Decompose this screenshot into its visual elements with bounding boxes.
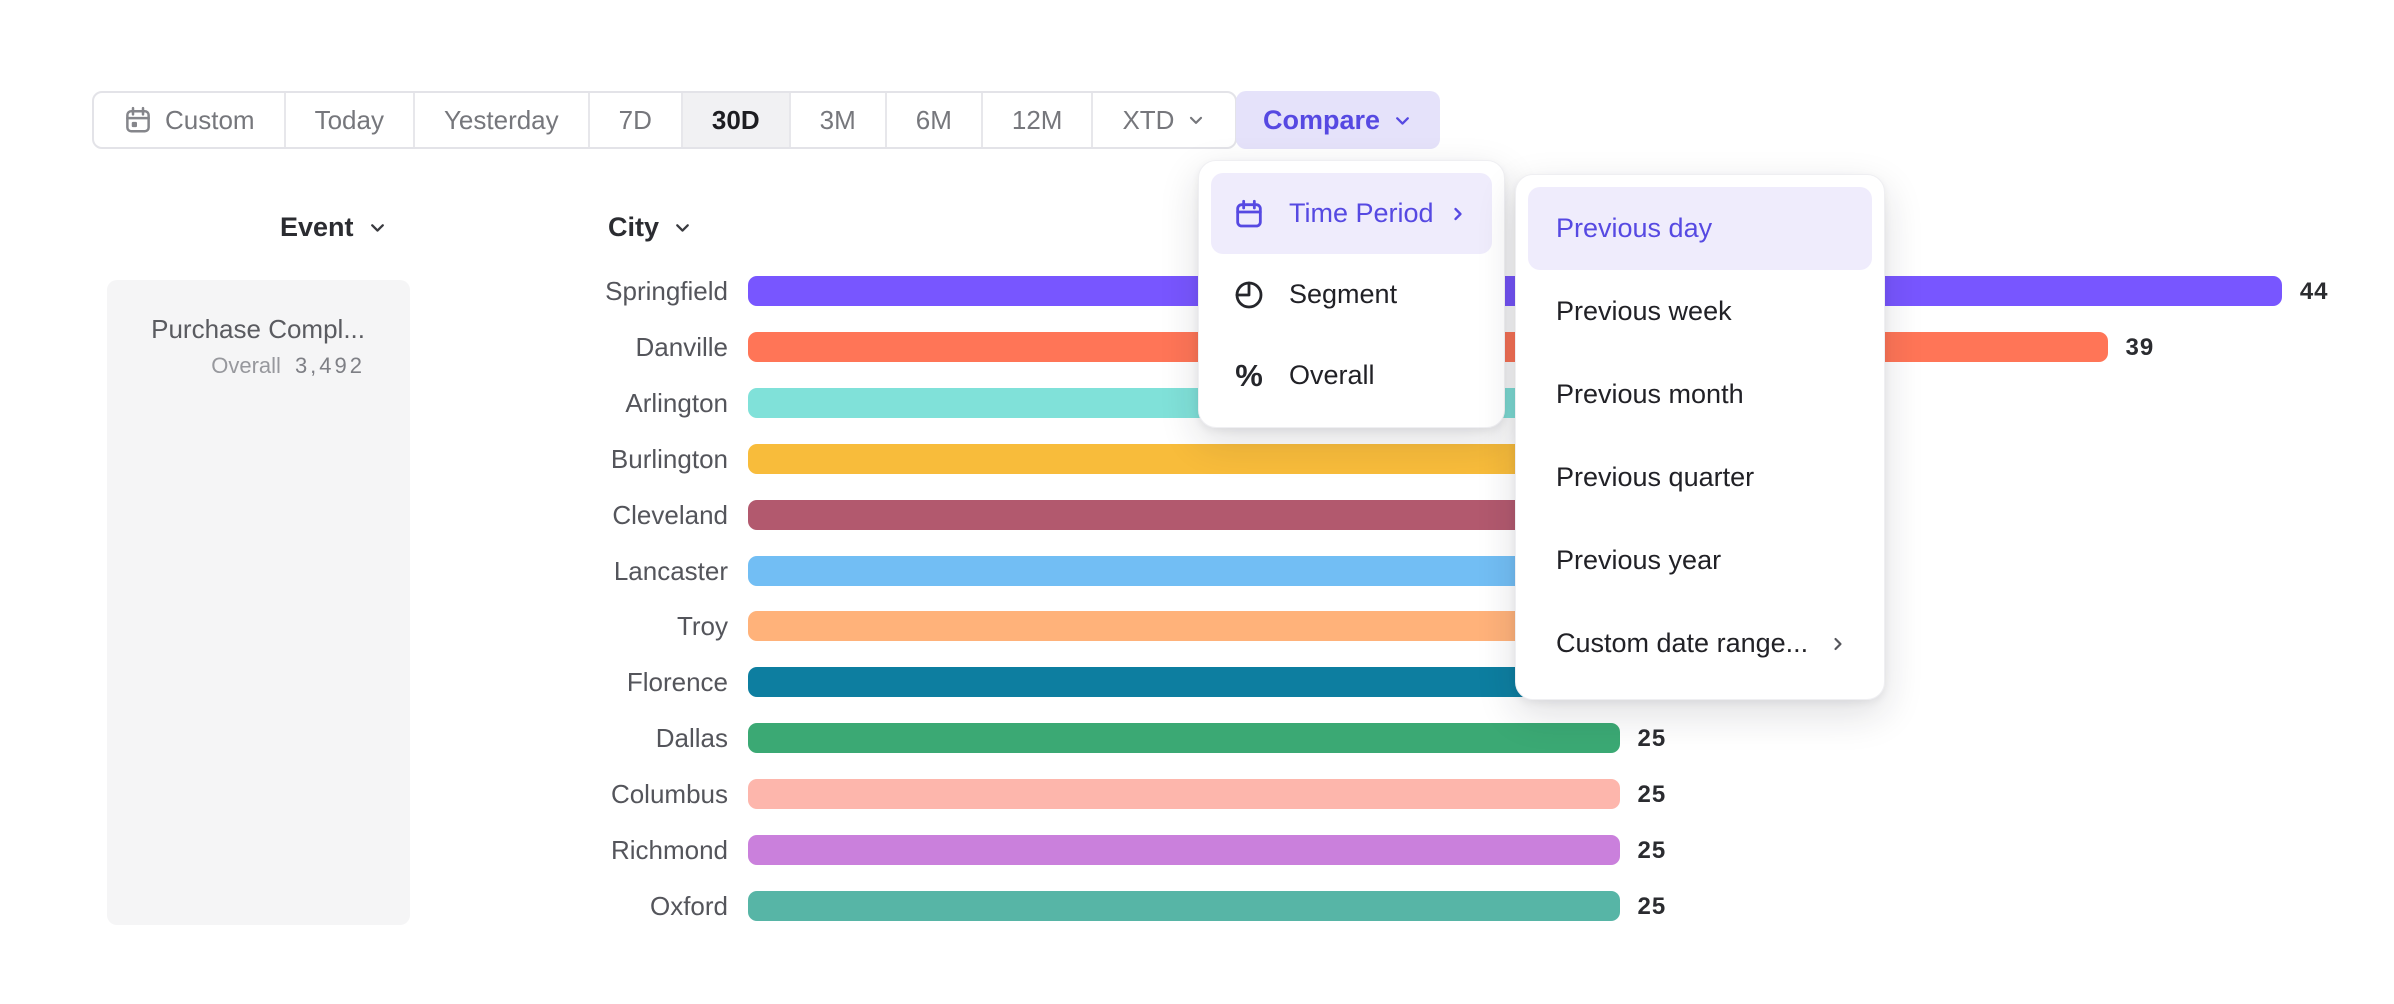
date-range-7d[interactable]: 7D — [590, 93, 683, 147]
city-column-header[interactable]: City — [608, 212, 693, 243]
bar-value: 25 — [1637, 781, 1667, 809]
bar-dallas[interactable] — [748, 723, 1620, 754]
menu-item-time-period[interactable]: Time Period — [1211, 173, 1492, 254]
chevron-down-icon — [1392, 110, 1413, 131]
bar-label: Burlington — [610, 443, 728, 474]
menu-item-previous-day[interactable]: Previous day — [1528, 187, 1872, 270]
bar-columbus[interactable] — [748, 779, 1620, 810]
bar-value: 25 — [1637, 725, 1667, 753]
date-range-12m[interactable]: 12M — [983, 93, 1094, 147]
bar-label: Cleveland — [612, 499, 728, 530]
time-period-menu: Previous day Previous week Previous mont… — [1515, 174, 1885, 700]
date-range-label: Custom — [165, 104, 255, 135]
percent-icon: % — [1235, 357, 1263, 393]
date-range-30d[interactable]: 30D — [682, 93, 791, 147]
date-range-today[interactable]: Today — [286, 93, 415, 147]
chevron-right-icon — [1828, 634, 1848, 654]
bar-label: Richmond — [610, 835, 728, 865]
date-range-3m[interactable]: 3M — [791, 93, 887, 147]
calendar-icon — [123, 105, 153, 135]
calendar-icon — [1233, 198, 1265, 230]
bar-label: Arlington — [625, 387, 728, 418]
bar-value: 44 — [2299, 278, 2329, 305]
bar-florence[interactable] — [748, 667, 1655, 698]
bar-label: Dallas — [655, 723, 728, 754]
date-range-yesterday[interactable]: Yesterday — [415, 93, 590, 147]
bar-value: 25 — [1637, 837, 1667, 864]
bar-springfield[interactable] — [748, 276, 2282, 306]
chevron-down-icon — [367, 217, 388, 238]
event-name: Purchase Compl... — [151, 314, 365, 344]
bar-label: Springfield — [605, 276, 728, 306]
menu-item-segment[interactable]: Segment — [1211, 254, 1492, 335]
date-range-6m[interactable]: 6M — [887, 93, 983, 147]
chevron-down-icon — [1186, 110, 1206, 130]
bar-label: Oxford — [649, 890, 728, 921]
menu-item-previous-week[interactable]: Previous week — [1556, 296, 1732, 326]
bar-label: Troy — [676, 611, 728, 642]
date-range-xtd[interactable]: XTD — [1093, 93, 1235, 147]
chevron-down-icon — [672, 217, 693, 238]
menu-item-previous-year[interactable]: Previous year — [1556, 545, 1722, 575]
compare-button[interactable]: Compare — [1236, 91, 1441, 149]
date-range-custom[interactable]: Custom — [94, 93, 286, 147]
chevron-right-icon — [1448, 204, 1468, 224]
segment-icon — [1233, 279, 1265, 311]
bar-label: Columbus — [610, 779, 728, 810]
overall-label: Overall — [211, 353, 281, 378]
bar-label: Florence — [626, 667, 728, 698]
menu-item-previous-quarter[interactable]: Previous quarter — [1556, 462, 1755, 492]
menu-item-previous-month[interactable]: Previous month — [1556, 379, 1744, 409]
bar-richmond[interactable] — [748, 835, 1620, 865]
bar-value: 25 — [1637, 892, 1667, 920]
bar-value: 39 — [2125, 333, 2155, 361]
compare-menu: Time Period Segment % Overall — [1198, 160, 1505, 428]
overall-value: 3,492 — [294, 353, 365, 378]
menu-item-overall[interactable]: % Overall — [1211, 335, 1492, 416]
event-column-header[interactable]: Event — [280, 212, 388, 243]
menu-item-custom-date-range[interactable]: Custom date range... — [1528, 602, 1872, 685]
event-overall-row: Overall 3,492 — [127, 352, 365, 380]
bar-label: Lancaster — [613, 555, 728, 586]
bar-label: Danville — [635, 331, 729, 362]
date-range-toolbar: Custom Today Yesterday 7D 30D 3M 6M 12M … — [92, 91, 1238, 149]
bar-oxford[interactable] — [748, 890, 1620, 921]
event-card[interactable]: Purchase Compl... Overall 3,492 — [107, 280, 410, 925]
